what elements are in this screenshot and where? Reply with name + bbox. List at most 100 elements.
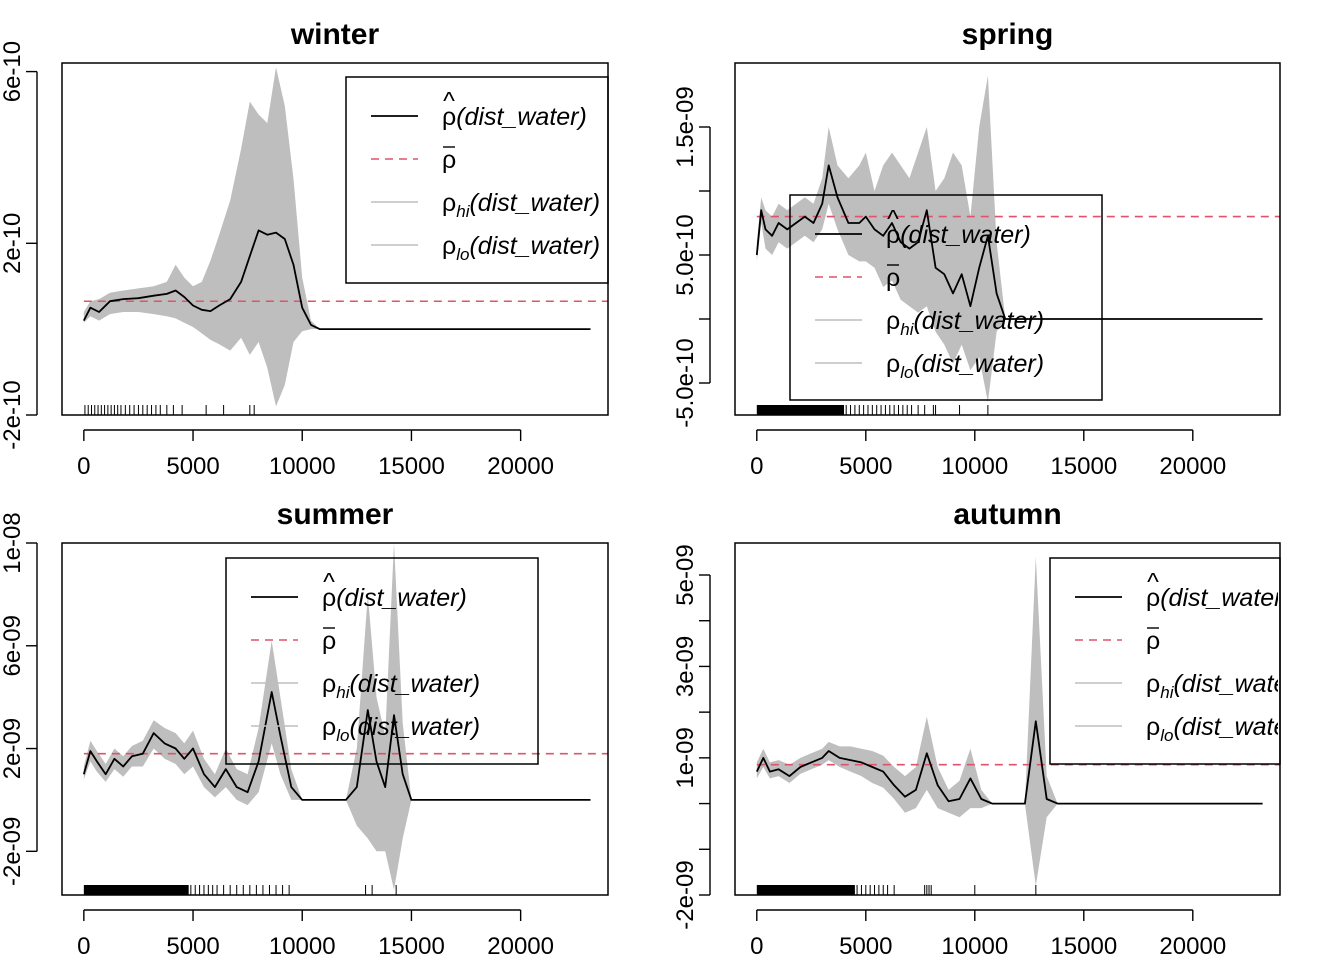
panel-spring: spring 0 5000 10000 15000 20000 -5.0e-10 5.0e-1… [672,18,1281,480]
x-tick-label: 10000 [941,453,1008,480]
rug-dense-block [756,885,855,895]
chart-title: winter [290,18,380,51]
legend-label: ρhi(dist_water) [442,189,600,221]
legend-label: ρ [1146,627,1160,655]
x-tick-label: 5000 [166,933,219,960]
legend-entry-rhohi: ρhi(dist_water) [371,189,600,221]
legend-label: ρhi(dist_water) [322,670,480,702]
legend-hat: ^ [887,205,899,233]
legend-box [1049,557,1281,765]
panel-autumn: autumn 0 5000 10000 15000 20000 -2e-09 1e-09 3e-… [672,498,1304,960]
legend-label: ρlo(dist_water) [442,232,600,264]
x-tick-label: 15000 [378,933,445,960]
x-tick-label: 15000 [1050,453,1117,480]
estimate-line [82,229,591,331]
legend-label: ρhi(dist_water) [1146,670,1304,702]
x-tick-label: 15000 [378,453,445,480]
legend-entry-rhohi: ρhi(dist_water) [815,307,1044,339]
legend-entry-rholo: ρlo(dist_water) [251,713,480,745]
y-tick-label: -2e-10 [0,380,26,449]
legend-entry-rholo: ρlo(dist_water) [815,350,1044,382]
estimate-line [82,691,591,801]
rug [756,405,989,415]
legend-label: ρlo(dist_water) [886,350,1044,382]
legend-entry-rhobar: ρ [251,627,336,655]
legend-entry-rhohat: ρ(dist_water)^ [371,87,587,131]
y-tick-label: 5.0e-10 [672,214,699,295]
legend-entry-rhobar: ρ [371,146,456,174]
legend-label: ρ(dist_water) [442,103,587,131]
legend-entry-rhohat: ρ(dist_water)^ [815,205,1031,249]
y-tick-label: -5.0e-10 [672,338,699,427]
plot-box [61,542,609,896]
y-tick-label: 1e-08 [0,512,26,573]
x-tick-label: 0 [77,933,90,960]
y-axis: -2e-09 1e-09 3e-09 5e-09 [672,544,711,930]
plot-area [755,75,1280,403]
legend-label: ρhi(dist_water) [886,307,1044,339]
y-tick-label: 3e-09 [672,636,699,697]
x-axis: 0 5000 10000 15000 20000 [77,429,554,480]
legend-label: ρ [442,146,456,174]
chart-title: summer [277,498,394,531]
panel-summer: summer 0 5000 10000 15000 20000 -2e-09 2e-09 6e-… [0,498,609,960]
x-axis: 0 5000 10000 15000 20000 [750,909,1226,960]
chart-title: spring [962,18,1054,51]
y-tick-label: 6e-10 [0,41,26,102]
legend-entry-rhohat: ρ(dist_water)^ [251,568,467,612]
y-tick-label: -2e-09 [672,860,699,929]
legend: ρ(dist_water)^ ρ ρhi(dist_water) ρlo(dist_w… [345,76,609,284]
confidence-band [83,67,591,407]
rug [84,405,255,415]
x-axis: 0 5000 10000 15000 20000 [77,909,554,960]
y-tick-label: 2e-09 [0,718,26,779]
legend-entry-rhobar: ρ [1075,627,1160,655]
legend-box [225,557,539,765]
y-tick-label: 2e-10 [0,213,26,274]
y-tick-label: 6e-09 [0,615,26,676]
legend-entries: ρ(dist_water)^ ρ ρhi(dist_water) ρlo(dist_w… [371,87,600,264]
estimate-line [755,164,1263,320]
rug-dense-block [83,885,189,895]
rug-dense-block [756,405,844,415]
legend-hat: ^ [443,87,455,115]
y-tick-label: -2e-09 [0,817,26,886]
legend-hat: ^ [1147,568,1159,596]
x-tick-label: 5000 [839,933,892,960]
legend-box [345,76,609,284]
x-tick-label: 10000 [941,933,1008,960]
legend-box [789,194,1103,401]
y-axis: -2e-09 2e-09 6e-09 1e-08 [0,512,38,886]
legend-entry-rhohi: ρhi(dist_water) [251,670,480,702]
legend-entry-rhohat: ρ(dist_water)^ [1075,568,1291,612]
legend-entries: ρ(dist_water)^ ρ ρhi(dist_water) ρlo(dist_w… [1075,568,1304,745]
x-tick-label: 10000 [269,933,336,960]
rug [756,885,1037,895]
legend: ρ(dist_water)^ ρ ρhi(dist_water) ρlo(dist_w… [789,194,1103,401]
x-tick-label: 10000 [269,453,336,480]
legend-label: ρ(dist_water) [1146,584,1291,612]
x-tick-label: 5000 [166,453,219,480]
x-tick-label: 20000 [487,453,554,480]
x-tick-label: 20000 [1159,933,1226,960]
plot-area [82,67,608,407]
y-tick-label: 5e-09 [672,544,699,605]
legend-label: ρ(dist_water) [322,584,467,612]
panel-winter: winter 0 5000 10000 15000 20000 -2e-10 2e-10 6e-… [0,18,609,480]
y-tick-label: 1e-09 [672,727,699,788]
x-axis: 0 5000 10000 15000 20000 [750,429,1226,480]
chart-title: autumn [953,498,1061,531]
legend-label: ρ [886,264,900,292]
legend-entry-rhohi: ρhi(dist_water) [1075,670,1304,702]
legend-label: ρlo(dist_water) [1146,713,1304,745]
legend: ρ(dist_water)^ ρ ρhi(dist_water) ρlo(dist_w… [1049,557,1304,765]
plot-box [734,62,1281,416]
y-axis: -5.0e-10 5.0e-10 1.5e-09 [672,86,711,428]
y-axis: -2e-10 2e-10 6e-10 [0,41,38,450]
legend: ρ(dist_water)^ ρ ρhi(dist_water) ρlo(dist_w… [225,557,539,765]
x-tick-label: 0 [77,453,90,480]
legend-label: ρ(dist_water) [886,221,1031,249]
legend-label: ρ [322,627,336,655]
